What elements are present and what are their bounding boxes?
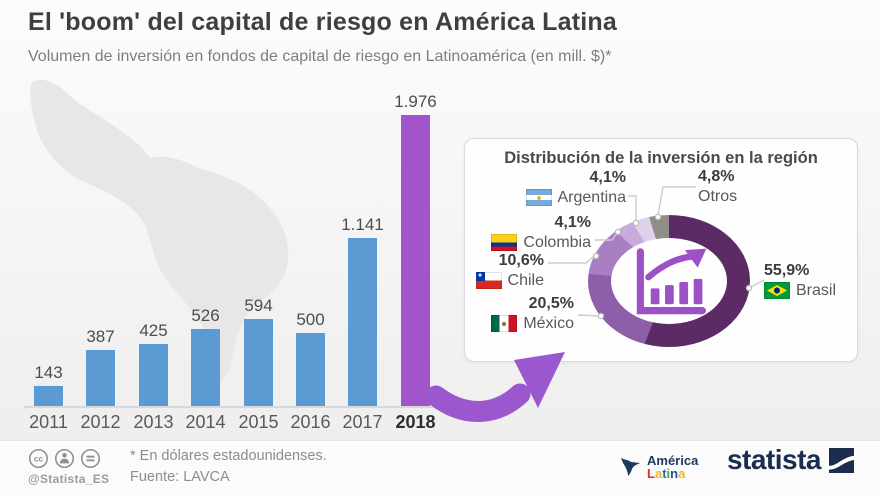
leader-lines	[548, 186, 765, 320]
chile-name: Chile	[507, 272, 544, 289]
distribution-panel: Distribución de la inversión en la regió…	[464, 138, 858, 362]
mexico-name: México	[523, 315, 574, 332]
colombia-flag-icon	[491, 234, 518, 251]
colombia-pct: 4,1%	[554, 214, 591, 231]
brasil-flag-icon	[764, 282, 790, 299]
latina-letter: a	[654, 466, 663, 481]
bar-value-label: 526	[191, 306, 220, 325]
label-brasil: 55,9% Brasil	[764, 261, 836, 301]
source: Fuente: LAVCA	[130, 469, 230, 485]
america-latina-logo: América Latina	[620, 454, 698, 480]
bar-value-label: 594	[244, 296, 273, 315]
latina-letter: a	[678, 466, 686, 481]
label-colombia: 4,1% Colombia	[491, 213, 591, 253]
bar-value-label: 425	[139, 321, 168, 340]
argentina-pct: 4,1%	[589, 169, 626, 186]
bar-value-label: 143	[34, 363, 63, 382]
latina-letter: n	[670, 466, 679, 481]
equals-icon[interactable]	[80, 448, 101, 469]
growth-chart-icon	[636, 248, 707, 315]
label-mexico: 20,5% México	[491, 294, 574, 334]
bar-value-label: 1.141	[341, 215, 384, 234]
statista-logo[interactable]: statista	[727, 444, 854, 476]
year-label-2017: 2017	[342, 412, 383, 432]
latin-america-map	[30, 79, 289, 393]
bar-2017	[348, 238, 377, 407]
panel-title: Distribución de la inversión en la regió…	[504, 149, 818, 167]
bar-value-label: 1.976	[394, 92, 437, 111]
mexico-pct: 20,5%	[528, 295, 574, 312]
otros-name: Otros	[698, 188, 738, 205]
x-axis-line	[24, 406, 454, 408]
year-label-2012: 2012	[80, 412, 121, 432]
page-title: El 'boom' del capital de riesgo en Améri…	[28, 8, 617, 36]
bar-2011	[34, 386, 63, 407]
brasil-name: Brasil	[796, 282, 837, 299]
cc-icon[interactable]: cc	[28, 448, 49, 469]
cc-license-badges[interactable]: cc	[28, 448, 101, 469]
chile-flag-icon: ★	[475, 272, 502, 289]
label-chile: 10,6% ★ Chile	[475, 251, 544, 291]
label-otros: 4,8% Otros	[698, 167, 737, 207]
highlight-arrow-icon	[428, 352, 565, 422]
year-label-2014: 2014	[185, 412, 226, 432]
argentina-flag-icon	[525, 189, 552, 206]
mexico-flag-icon	[491, 315, 518, 332]
brasil-pct: 55,9%	[764, 262, 810, 279]
donut-chart	[588, 215, 750, 347]
year-label-2016: 2016	[290, 412, 331, 432]
bar-value-label: 500	[296, 310, 325, 329]
bar-2016	[296, 333, 325, 407]
bar-value-label: 387	[86, 327, 115, 346]
latina-letter: t	[662, 466, 667, 481]
latina-letter: L	[647, 466, 655, 481]
latina-label: Latina	[647, 467, 698, 480]
year-label-2015: 2015	[238, 412, 279, 432]
label-argentina: 4,1% Argentina	[525, 168, 627, 208]
argentina-name: Argentina	[557, 189, 627, 206]
page-subtitle: Volumen de inversión en fondos de capita…	[28, 48, 612, 65]
footnote: * En dólares estadounidenses.	[130, 448, 327, 464]
statista-square-icon	[829, 447, 854, 473]
colombia-name: Colombia	[523, 234, 591, 251]
footer: cc @Statista_ES * En dólares estadounide…	[0, 440, 880, 495]
america-latina-map-icon	[621, 458, 640, 476]
chile-pct: 10,6%	[498, 252, 544, 269]
bar-2018	[401, 115, 430, 407]
attribution-person-icon[interactable]	[54, 448, 75, 469]
statista-wordmark: statista	[726, 444, 822, 475]
bar-2013	[139, 344, 168, 407]
year-label-2018: 2018	[395, 412, 436, 432]
latina-letter: i	[666, 466, 671, 481]
bar-2015	[244, 319, 273, 407]
svg-text:cc: cc	[34, 454, 44, 464]
bar-2014	[191, 329, 220, 407]
otros-pct: 4,8%	[698, 168, 735, 185]
year-label-2011: 2011	[29, 412, 68, 432]
bar-2012	[86, 350, 115, 407]
america-label: América	[647, 453, 699, 468]
year-label-2013: 2013	[133, 412, 174, 432]
statista-handle[interactable]: @Statista_ES	[28, 472, 110, 486]
